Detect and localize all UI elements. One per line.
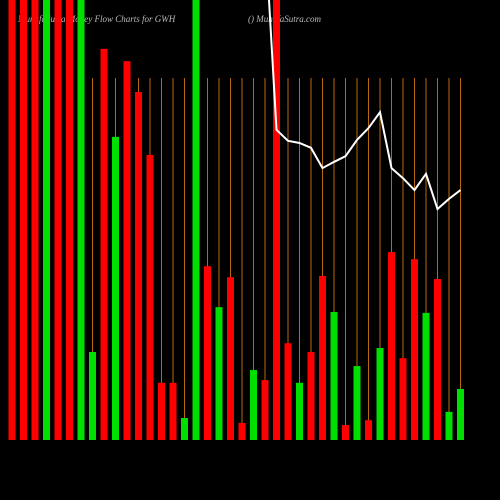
bar — [8, 0, 16, 440]
bar — [135, 91, 142, 441]
bar — [457, 388, 464, 440]
bar — [77, 0, 85, 440]
bar — [215, 307, 223, 440]
bar — [330, 311, 338, 440]
bar — [112, 136, 119, 440]
bar — [181, 418, 188, 440]
bar — [20, 0, 27, 440]
bar — [307, 352, 315, 440]
bar — [376, 348, 384, 440]
bar — [54, 0, 62, 440]
bar — [146, 154, 154, 440]
bar — [365, 420, 372, 440]
bar — [296, 382, 303, 440]
bar — [66, 0, 73, 440]
money-flow-line — [268, 0, 462, 211]
bar — [158, 382, 165, 440]
bar — [284, 343, 292, 440]
bar — [445, 411, 453, 440]
bar — [434, 278, 441, 440]
bar — [319, 275, 326, 440]
bar — [227, 277, 234, 440]
bar — [342, 425, 349, 440]
bar — [261, 380, 269, 440]
bar — [123, 61, 131, 440]
bar — [192, 0, 200, 440]
bar — [100, 48, 108, 441]
bar — [273, 0, 280, 440]
chart-subtitle: () MunafaSutra.com — [248, 14, 321, 24]
bar — [169, 382, 177, 440]
bar — [422, 312, 430, 440]
bar — [204, 266, 211, 440]
bar — [250, 370, 257, 440]
bar — [89, 352, 96, 440]
bar — [31, 0, 39, 440]
bar — [411, 259, 418, 440]
bar — [353, 366, 361, 440]
bar — [238, 422, 246, 440]
plot — [8, 0, 464, 441]
chart-title: MunafaSutra Money Flow Charts for GWH — [17, 14, 176, 24]
bar — [388, 252, 395, 440]
bar — [399, 358, 407, 440]
bar — [43, 0, 50, 440]
